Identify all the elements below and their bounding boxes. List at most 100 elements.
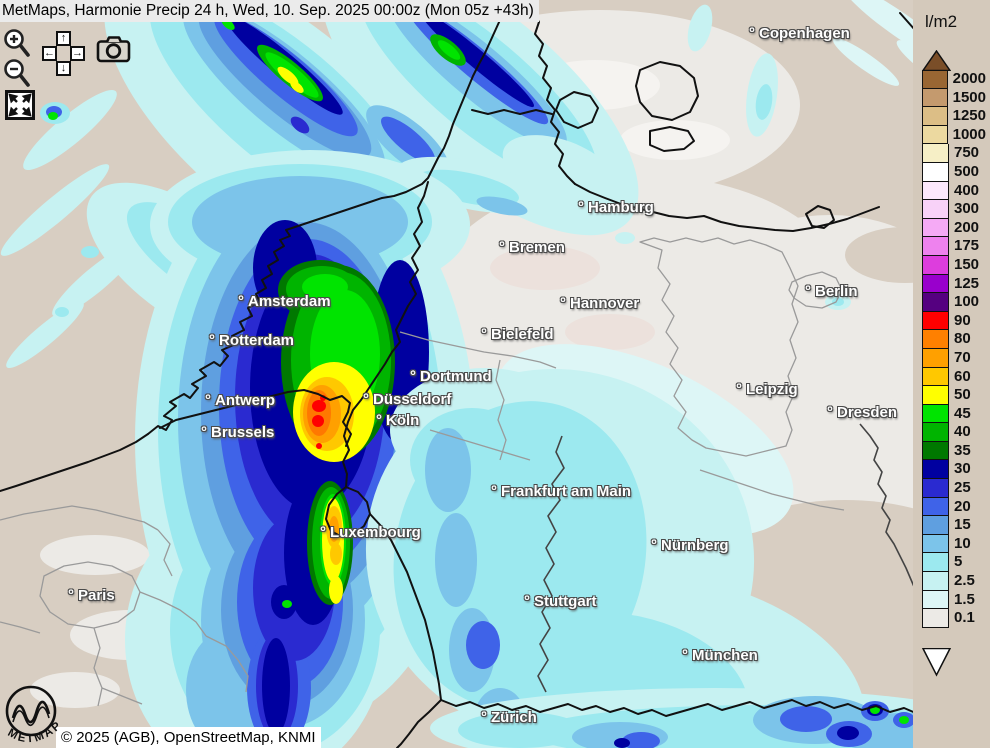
- attribution-bar[interactable]: © 2025 (AGB), OpenStreetMap, KNMI: [56, 727, 321, 748]
- city-label: ° Luxembourg: [320, 524, 421, 541]
- city-marker-icon: °: [491, 483, 497, 500]
- legend-color-swatch: [922, 125, 948, 145]
- pan-up-button[interactable]: ↑: [56, 31, 71, 46]
- city-name: Nürnberg: [661, 537, 729, 554]
- city-label: ° Rotterdam: [209, 332, 294, 349]
- legend-entry: 200: [922, 218, 986, 238]
- legend-value: 150: [954, 255, 980, 273]
- legend-entry: 5: [922, 553, 986, 573]
- pan-down-button[interactable]: ↓: [56, 61, 71, 76]
- city-name: Dortmund: [420, 368, 492, 385]
- city-label: ° Hamburg: [578, 199, 654, 216]
- city-marker-icon: °: [410, 368, 416, 385]
- city-marker-icon: °: [68, 587, 74, 604]
- city-label: ° Brussels: [201, 424, 274, 441]
- city-name: Zürich: [491, 709, 537, 726]
- city-marker-icon: °: [376, 412, 382, 429]
- legend-arrow-up-icon: [922, 50, 951, 71]
- city-label: ° Amsterdam: [238, 293, 331, 310]
- legend-value: 100: [954, 293, 980, 311]
- legend-entry: 20: [922, 497, 986, 517]
- legend-entry: 300: [922, 200, 986, 219]
- legend-color-swatch: [922, 255, 949, 275]
- legend-arrow-down-icon: [922, 648, 951, 677]
- pan-left-button[interactable]: ←: [42, 46, 57, 61]
- legend-value: 30: [954, 460, 971, 478]
- page-title: MetMaps, Harmonie Precip 24 h, Wed, 10. …: [2, 2, 534, 19]
- legend-entry: 0.1: [922, 609, 986, 628]
- zoom-out-button[interactable]: [3, 58, 30, 88]
- city-name: Copenhagen: [759, 25, 850, 42]
- legend-value: 25: [954, 479, 971, 497]
- snapshot-camera-button[interactable]: [96, 35, 132, 63]
- legend-color-swatch: [922, 572, 949, 591]
- legend-color-swatch: [922, 162, 949, 182]
- city-name: Antwerp: [215, 392, 275, 409]
- legend-value: 90: [954, 311, 971, 329]
- legend-color-swatch: [922, 144, 949, 163]
- city-name: Rotterdam: [219, 332, 295, 349]
- legend-color-swatch: [922, 553, 949, 573]
- city-marker-icon: °: [682, 647, 688, 664]
- legend-value: 40: [954, 423, 971, 441]
- legend-entry: 80: [922, 330, 986, 349]
- zoom-in-button[interactable]: [3, 28, 30, 58]
- legend-color-swatch: [922, 237, 949, 256]
- city-label: ° Dresden: [827, 404, 897, 421]
- legend-color-swatch: [922, 293, 949, 312]
- legend-value: 2000: [952, 70, 986, 87]
- legend-value: 500: [954, 162, 980, 180]
- city-name: Luxembourg: [330, 524, 421, 541]
- legend-value: 125: [954, 274, 980, 292]
- legend-entry: 400: [922, 181, 986, 201]
- legend-value: 750: [954, 144, 980, 162]
- legend-value: 400: [954, 181, 980, 199]
- legend-value: 1500: [952, 88, 986, 106]
- city-marker-icon: °: [320, 524, 326, 541]
- legend-entry: 1.5: [922, 590, 986, 610]
- legend-color-swatch: [922, 348, 949, 368]
- city-marker-icon: °: [749, 25, 755, 42]
- legend-color-swatch: [922, 181, 949, 201]
- legend-color-swatch: [922, 423, 949, 442]
- pan-right-button[interactable]: →: [70, 46, 85, 61]
- legend-scale: 2000 1500 1250 1000 750 500 400 300 200 175 150 125…: [922, 70, 986, 628]
- city-marker-icon: °: [827, 404, 833, 421]
- title-bar: MetMaps, Harmonie Precip 24 h, Wed, 10. …: [0, 0, 539, 22]
- city-name: Hamburg: [588, 199, 654, 216]
- legend-color-swatch: [922, 497, 949, 517]
- legend-entry: 70: [922, 348, 986, 368]
- legend-value: 15: [954, 516, 971, 534]
- legend-color-swatch: [922, 218, 949, 238]
- legend-entry: 60: [922, 367, 986, 387]
- fullscreen-button[interactable]: [5, 90, 35, 120]
- city-label: ° Köln: [376, 412, 419, 429]
- legend-value: 1250: [952, 107, 986, 125]
- legend-value: 300: [954, 200, 980, 218]
- legend-entry: 45: [922, 404, 986, 424]
- legend-color-swatch: [922, 200, 949, 219]
- city-name: Frankfurt am Main: [501, 483, 632, 500]
- city-name: Amsterdam: [248, 293, 331, 310]
- city-marker-icon: °: [499, 239, 505, 256]
- city-marker-icon: °: [560, 295, 566, 312]
- city-name: Bielefeld: [491, 326, 554, 343]
- legend-entry: 100: [922, 293, 986, 312]
- legend-entry: 125: [922, 274, 986, 294]
- legend-color-swatch: [922, 386, 949, 405]
- legend-panel: l/m2 2000 1500 1250 1000 750 500 400 300 200 175 1…: [913, 0, 990, 748]
- city-name: Paris: [78, 587, 115, 604]
- legend-color-swatch: [922, 404, 949, 424]
- legend-value: 5: [954, 553, 963, 571]
- legend-entry: 500: [922, 162, 986, 182]
- legend-value: 35: [954, 441, 971, 459]
- city-name: Berlin: [815, 283, 858, 300]
- legend-value: 2.5: [954, 572, 975, 590]
- city-label: ° Dortmund: [410, 368, 492, 385]
- legend-entry: 1500: [922, 88, 986, 108]
- legend-color-swatch: [922, 330, 949, 349]
- city-label: ° Bremen: [499, 239, 565, 256]
- metmaps-logo[interactable]: METMAPS: [2, 684, 64, 748]
- legend-color-swatch: [922, 367, 949, 387]
